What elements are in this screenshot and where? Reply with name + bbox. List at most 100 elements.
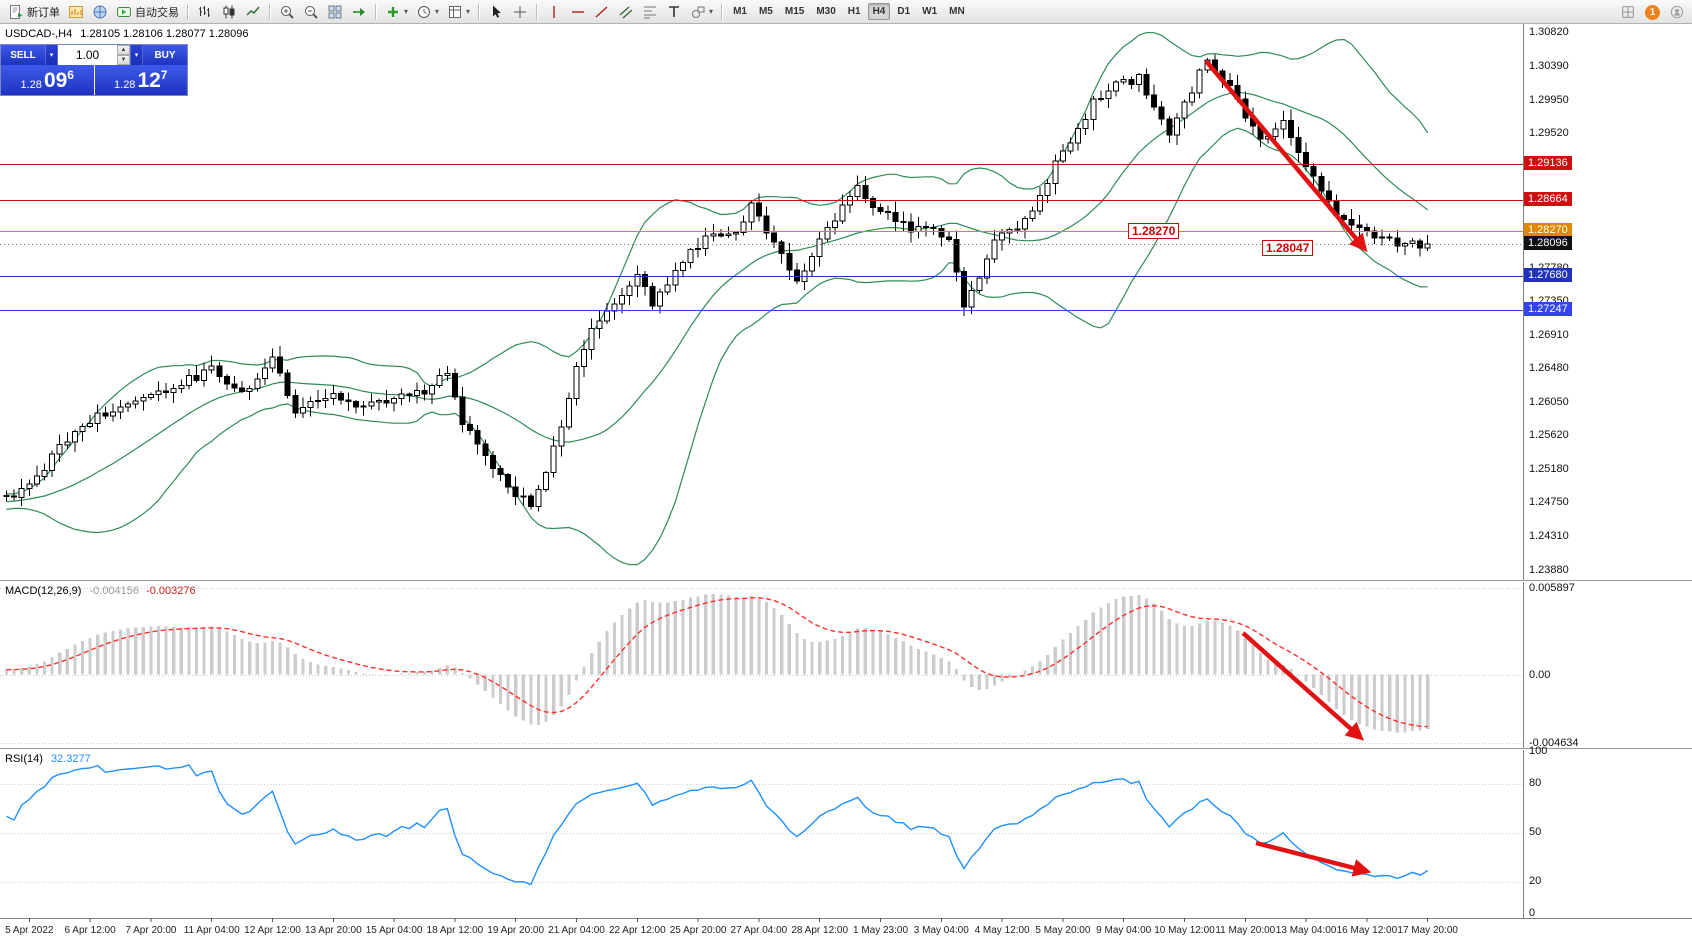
chevron-down-icon: ▾ bbox=[709, 6, 714, 16]
timeframe-m30[interactable]: M30 bbox=[816, 6, 836, 17]
rsi-scale-label: 80 bbox=[1529, 777, 1542, 790]
volume-up-button[interactable]: ▲ bbox=[117, 45, 130, 55]
toolbar-separator bbox=[478, 3, 481, 20]
current-price-tag: 1.28096 bbox=[1524, 236, 1572, 251]
autotrading-button[interactable]: 自动交易 bbox=[112, 2, 183, 22]
periods-clock-icon bbox=[418, 5, 431, 18]
zoom-in-icon bbox=[281, 5, 294, 19]
buy-label: BUY bbox=[154, 49, 176, 61]
macd-scale-label: -0.004634 bbox=[1529, 736, 1579, 749]
buy-dropdown-caret[interactable]: ▾ bbox=[130, 45, 143, 65]
timeframe-d1[interactable]: D1 bbox=[897, 6, 911, 17]
chart-price-annotation[interactable]: 1.28270 bbox=[1128, 223, 1180, 239]
new-order-label: 新订单 bbox=[27, 6, 60, 19]
zoom-out-icon bbox=[305, 5, 318, 19]
timeframe-m15[interactable]: M15 bbox=[784, 6, 805, 17]
time-axis-label: 19 Apr 20:00 bbox=[487, 925, 545, 936]
crosshair-button[interactable] bbox=[508, 2, 532, 22]
market-watch-button[interactable] bbox=[88, 2, 112, 22]
line-chart-icon bbox=[246, 6, 260, 15]
time-axis-label: 15 Apr 04:00 bbox=[365, 925, 423, 936]
shapes-tool[interactable]: ▾ bbox=[686, 2, 717, 22]
trendline-icon bbox=[595, 5, 608, 18]
toolbar-separator bbox=[375, 3, 377, 20]
rsi-scale-label: 20 bbox=[1529, 874, 1542, 887]
macd-main-value: -0.004156 bbox=[89, 585, 140, 597]
chevron-down-icon: ▾ bbox=[435, 6, 440, 16]
periods-button[interactable]: ▾ bbox=[412, 2, 443, 22]
new-order-button[interactable]: 新订单 bbox=[4, 2, 64, 22]
buy-price-button[interactable]: 1.28 12 7 bbox=[94, 65, 187, 95]
horizontal-line-tool[interactable] bbox=[566, 2, 590, 22]
toolbar-separator bbox=[721, 3, 724, 20]
ohlc-values: 1.28105 1.28106 1.28077 1.28096 bbox=[80, 28, 249, 40]
notification-badge[interactable]: 1 bbox=[1645, 4, 1660, 20]
buy-button[interactable]: BUY bbox=[143, 45, 187, 65]
rsi-scale-label: 0 bbox=[1529, 907, 1536, 919]
time-axis-label: 22 Apr 12:00 bbox=[608, 925, 666, 936]
bar-chart-button[interactable] bbox=[193, 2, 217, 22]
tile-windows-button[interactable] bbox=[323, 2, 347, 22]
timeframe-h1[interactable]: H1 bbox=[847, 6, 861, 17]
rsi-value: 32.3277 bbox=[50, 753, 91, 765]
level-price-tag: 1.27680 bbox=[1524, 268, 1572, 283]
channel-icon bbox=[619, 6, 633, 18]
grid-small-icon[interactable] bbox=[1621, 5, 1635, 19]
trendline-tool[interactable] bbox=[590, 2, 614, 22]
autotrading-icon bbox=[117, 6, 131, 17]
candlestick-chart-button[interactable] bbox=[217, 2, 241, 22]
channel-tool[interactable] bbox=[614, 2, 638, 22]
buy-price-sup: 7 bbox=[160, 68, 168, 82]
chevron-down-icon: ▾ bbox=[466, 6, 471, 16]
timeframe-m5[interactable]: M5 bbox=[758, 6, 773, 17]
time-axis-label: 28 Apr 12:00 bbox=[791, 925, 849, 936]
macd-signal-value: -0.003276 bbox=[146, 585, 196, 597]
timeframe-mn[interactable]: MN bbox=[949, 6, 965, 17]
buy-price-big: 12 bbox=[137, 68, 161, 92]
cursor-button[interactable] bbox=[484, 2, 508, 22]
auto-scroll-button[interactable] bbox=[347, 2, 371, 22]
macd-scale-label: 0.00 bbox=[1529, 668, 1551, 681]
timeframe-h4[interactable]: H4 bbox=[867, 3, 891, 20]
time-axis-label: 18 Apr 12:00 bbox=[426, 925, 484, 936]
text-tool[interactable] bbox=[662, 2, 686, 22]
volume-down-button[interactable]: ▼ bbox=[117, 55, 130, 65]
crosshair-icon bbox=[514, 5, 527, 18]
line-chart-button[interactable] bbox=[241, 2, 265, 22]
sell-dropdown-caret[interactable]: ▾ bbox=[45, 45, 58, 65]
account-icon[interactable] bbox=[1670, 5, 1684, 19]
price-tick-label: 1.30820 bbox=[1529, 26, 1569, 39]
sell-button[interactable]: SELL bbox=[1, 45, 45, 65]
templates-button[interactable]: ▾ bbox=[443, 2, 474, 22]
time-axis-label: 27 Apr 04:00 bbox=[730, 925, 788, 936]
level-price-tag: 1.28270 bbox=[1524, 222, 1572, 237]
sell-price-button[interactable]: 1.28 09 6 bbox=[1, 65, 94, 95]
time-axis-label: 3 May 04:00 bbox=[913, 925, 969, 936]
chart-legend: USDCAD-,H4 1.28105 1.28106 1.28077 1.280… bbox=[5, 28, 249, 40]
zoom-out-button[interactable] bbox=[299, 2, 323, 22]
fibonacci-tool[interactable] bbox=[638, 2, 662, 22]
zoom-in-button[interactable] bbox=[275, 2, 299, 22]
chart-price-annotation[interactable]: 1.28047 bbox=[1262, 240, 1314, 256]
timeframe-w1[interactable]: W1 bbox=[922, 6, 938, 17]
toolbar-separator bbox=[536, 3, 539, 20]
price-tick-label: 1.27350 bbox=[1529, 295, 1569, 307]
symbol-period-label: USDCAD-,H4 bbox=[5, 28, 73, 40]
timeframe-m1[interactable]: M1 bbox=[733, 6, 747, 17]
time-axis-label: 11 Apr 04:00 bbox=[183, 925, 240, 936]
vertical-line-tool[interactable] bbox=[542, 2, 566, 22]
candlestick-icon bbox=[223, 5, 235, 18]
time-axis-label: 12 Apr 12:00 bbox=[244, 925, 301, 936]
level-price-tag: 1.29136 bbox=[1524, 155, 1572, 170]
horizontal-line-icon bbox=[572, 10, 585, 13]
indicators-add-icon bbox=[388, 6, 398, 17]
chart-window-button[interactable] bbox=[64, 2, 88, 22]
level-price-tag: 1.27247 bbox=[1524, 301, 1572, 316]
indicators-button[interactable]: ▾ bbox=[381, 2, 412, 22]
volume-input[interactable] bbox=[58, 45, 117, 65]
time-axis-label: 5 May 20:00 bbox=[1035, 925, 1091, 936]
time-axis-label: 6 Apr 12:00 bbox=[64, 925, 116, 936]
bar-chart-icon bbox=[199, 5, 210, 17]
